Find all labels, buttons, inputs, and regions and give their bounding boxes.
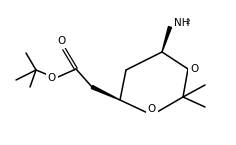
Text: O: O xyxy=(58,36,66,46)
Text: O: O xyxy=(148,104,156,114)
Polygon shape xyxy=(162,27,172,52)
Text: O: O xyxy=(48,73,56,83)
Text: 2: 2 xyxy=(185,19,190,25)
Text: O: O xyxy=(190,64,198,74)
Text: NH: NH xyxy=(174,18,190,28)
Polygon shape xyxy=(91,86,120,100)
